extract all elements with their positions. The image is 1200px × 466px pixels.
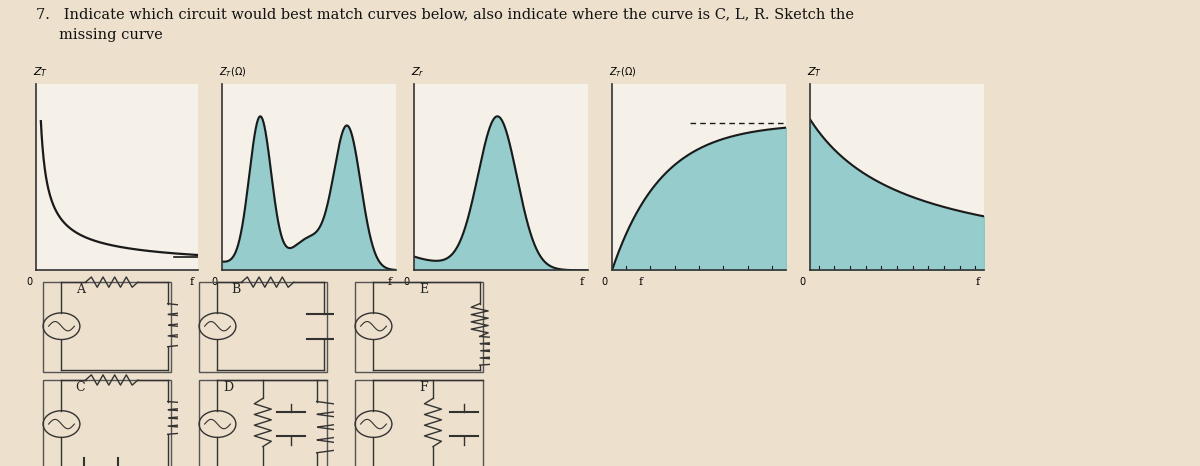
Text: f: f: [580, 277, 583, 287]
Text: $Z_r$: $Z_r$: [410, 65, 424, 79]
Text: E: E: [419, 283, 428, 296]
Text: $Z_T$: $Z_T$: [806, 65, 822, 79]
Text: 0: 0: [26, 277, 32, 287]
Text: f: f: [638, 277, 642, 287]
Text: missing curve: missing curve: [36, 28, 163, 42]
Text: f: f: [976, 277, 979, 287]
Text: D: D: [223, 381, 233, 394]
Text: f: f: [190, 277, 194, 287]
Text: 0: 0: [799, 277, 805, 287]
Text: B: B: [232, 283, 241, 296]
Text: 0: 0: [601, 277, 607, 287]
Text: 0: 0: [211, 277, 217, 287]
Text: $Z_T$: $Z_T$: [32, 65, 48, 79]
Text: 0: 0: [403, 277, 409, 287]
Text: $Z_T(\Omega)$: $Z_T(\Omega)$: [608, 65, 636, 79]
Text: C: C: [76, 381, 85, 394]
Text: f: f: [388, 277, 391, 287]
Text: F: F: [419, 381, 427, 394]
Text: $Z_T(\Omega)$: $Z_T(\Omega)$: [218, 65, 246, 79]
Text: 7.   Indicate which circuit would best match curves below, also indicate where t: 7. Indicate which circuit would best mat…: [36, 7, 854, 21]
Text: A: A: [76, 283, 85, 296]
